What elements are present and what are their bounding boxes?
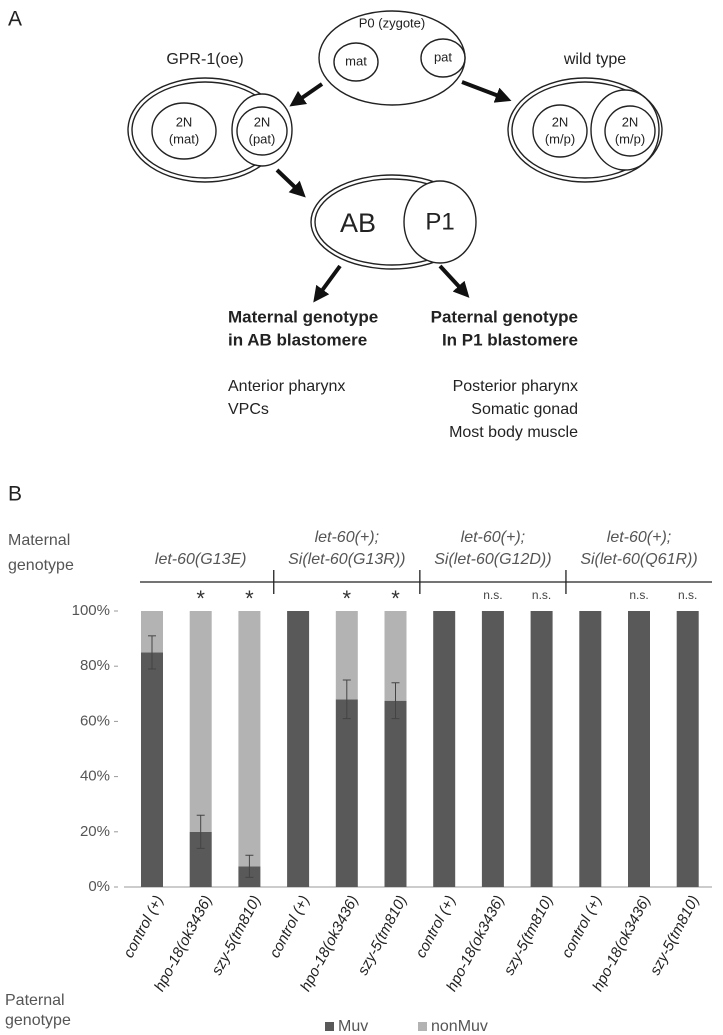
condition-label: GPR-1(oe) [166, 51, 243, 68]
group-label: let-60(+); [607, 529, 671, 546]
tissue: Posterior pharynx [453, 378, 578, 395]
nucleus [532, 104, 588, 158]
x-tick-label: szy-5(tm810) [501, 893, 557, 978]
arrow [289, 82, 324, 107]
nucleus [236, 106, 288, 156]
y-tick-label: 100% [72, 602, 110, 619]
bar-segment [141, 652, 163, 887]
arrow [461, 80, 512, 103]
bar-segment [189, 831, 212, 887]
x-tick-label: control (+) [120, 893, 167, 961]
nucleus-label: 2N [552, 114, 569, 129]
heading: Paternal genotype [431, 307, 578, 326]
significance: * [391, 586, 400, 611]
significance: n.s. [532, 588, 551, 602]
significance: n.s. [678, 588, 697, 602]
y-tick-label: 20% [80, 823, 110, 840]
cell-label: AB [340, 208, 376, 238]
group-label: let-60(+); [461, 529, 525, 546]
nucleus-label: (m/p) [615, 131, 645, 146]
y-tick-label: 80% [80, 657, 110, 674]
pat-label: pat [434, 49, 452, 64]
group-label: Si(let-60(G13R)) [288, 551, 405, 568]
y-tick-label: 40% [80, 768, 110, 785]
x-tick-label: control (+) [266, 893, 313, 961]
group-label: let-60(G13E) [155, 551, 247, 568]
x-tick-label: szy-5(tm810) [208, 893, 264, 978]
y-tick-label: 60% [80, 712, 110, 729]
bar-segment [335, 699, 358, 887]
bar-segment [384, 700, 407, 887]
x-tick-label: control (+) [558, 893, 605, 961]
x-tick-label: szy-5(tm810) [354, 893, 410, 978]
row-label: Maternal [8, 532, 70, 549]
bar-segment [189, 611, 212, 832]
nucleus-label: (mat) [169, 131, 199, 146]
nucleus-label: 2N [622, 114, 639, 129]
group-label: Si(let-60(Q61R)) [580, 551, 697, 568]
x-tick-label: control (+) [412, 893, 459, 961]
nucleus [151, 102, 217, 160]
zygote-label: P0 (zygote) [359, 15, 425, 30]
significance: * [196, 586, 205, 611]
bar-segment [384, 611, 407, 701]
nucleus-label: (pat) [249, 131, 276, 146]
legend-swatch [418, 1022, 427, 1031]
panel-b: B Maternal genotype Paternal genotype 0%… [5, 483, 712, 1035]
bar-segment [238, 611, 261, 867]
legend-swatch [325, 1022, 334, 1031]
nucleus [604, 105, 656, 157]
arrow [275, 168, 306, 198]
tissue: Most body muscle [449, 424, 578, 441]
panel-label: A [8, 8, 22, 31]
panel-label: B [8, 483, 22, 506]
bar-segment [628, 611, 650, 887]
panel-a: A P0 (zygote) mat pat GPR-1(oe) 2N (mat)… [8, 8, 663, 441]
tissue: VPCs [228, 401, 269, 418]
bar-segment [481, 611, 504, 887]
legend-label: Muv [338, 1018, 368, 1035]
x-tick-label: szy-5(tm810) [647, 893, 703, 978]
bar-segment [141, 611, 163, 653]
significance: n.s. [483, 588, 502, 602]
heading: in AB blastomere [228, 330, 367, 349]
heading: In P1 blastomere [442, 330, 578, 349]
heading: Maternal genotype [228, 307, 378, 326]
legend-label: nonMuv [431, 1018, 488, 1035]
bar-segment [530, 611, 553, 887]
tissue: Anterior pharynx [228, 378, 345, 395]
nucleus-label: 2N [254, 114, 271, 129]
nucleus-label: 2N [176, 114, 193, 129]
significance: n.s. [629, 588, 648, 602]
nucleus-label: (m/p) [545, 131, 575, 146]
bar-segment [579, 611, 602, 887]
significance: * [245, 586, 254, 611]
bar-segment [433, 611, 456, 887]
arrow [438, 264, 470, 298]
bar-segment [335, 611, 358, 700]
pronucleus [333, 42, 379, 82]
row-label: Paternal [5, 992, 65, 1009]
row-label: genotype [5, 1012, 71, 1029]
bar-segment [287, 611, 310, 887]
group-label: let-60(+); [315, 529, 379, 546]
cell [403, 180, 477, 264]
tissue: Somatic gonad [471, 401, 578, 418]
bar-segment [676, 611, 699, 887]
group-label: Si(let-60(G12D)) [434, 551, 551, 568]
cell-label: P1 [425, 208, 454, 235]
row-label: genotype [8, 557, 74, 574]
pronucleus [420, 38, 466, 78]
significance: * [343, 586, 352, 611]
mat-label: mat [345, 53, 367, 68]
condition-label: wild type [563, 51, 626, 68]
arrow [313, 264, 342, 303]
y-tick-label: 0% [88, 878, 110, 895]
